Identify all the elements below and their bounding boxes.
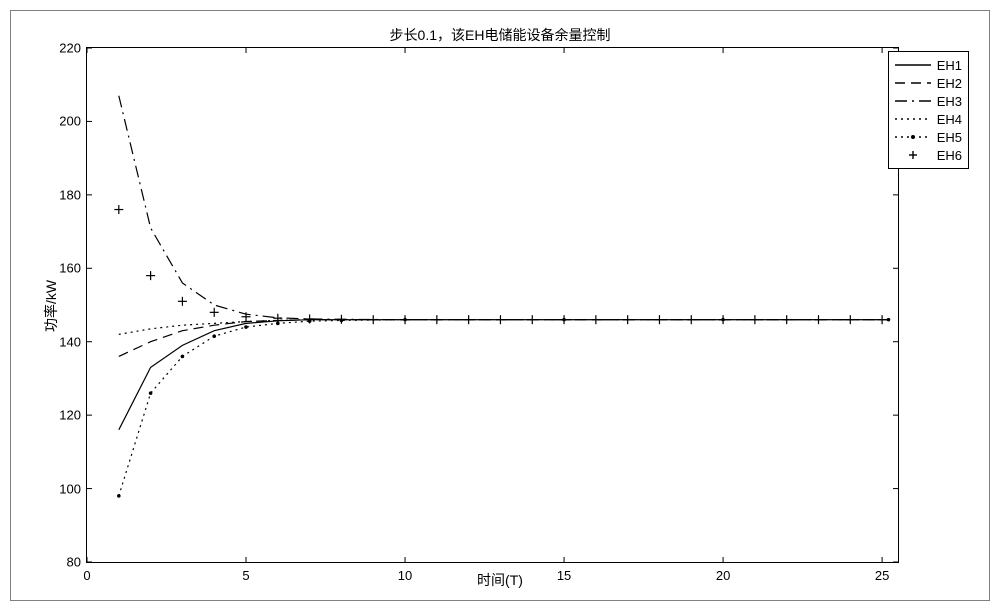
y-tick-label: 80 bbox=[67, 555, 87, 570]
legend-swatch-icon bbox=[895, 75, 931, 91]
y-tick-label: 200 bbox=[59, 114, 87, 129]
legend-label: EH5 bbox=[937, 130, 962, 145]
legend-swatch-icon bbox=[895, 93, 931, 109]
y-tick-label: 120 bbox=[59, 408, 87, 423]
y-axis-label: 功率/kW bbox=[41, 279, 61, 331]
legend-label: EH2 bbox=[937, 76, 962, 91]
legend-label: EH3 bbox=[937, 94, 962, 109]
y-tick-label: 220 bbox=[59, 41, 87, 56]
series-EH3 bbox=[119, 96, 889, 320]
series-EH5 bbox=[119, 320, 889, 496]
y-tick-label: 140 bbox=[59, 334, 87, 349]
legend-row-EH3: EH3 bbox=[895, 92, 962, 110]
x-tick-label: 10 bbox=[398, 562, 412, 583]
series-EH2 bbox=[119, 320, 889, 357]
y-tick-label: 160 bbox=[59, 261, 87, 276]
y-tick-label: 180 bbox=[59, 187, 87, 202]
legend-label: EH1 bbox=[937, 58, 962, 73]
legend-swatch-icon bbox=[895, 111, 931, 127]
legend-label: EH4 bbox=[937, 112, 962, 127]
figure-border: 步长0.1，该EH电储能设备余量控制 功率/kW 时间(T) 051015202… bbox=[10, 10, 990, 601]
legend-row-EH4: EH4 bbox=[895, 110, 962, 128]
legend-row-EH6: EH6 bbox=[895, 146, 962, 164]
legend-row-EH2: EH2 bbox=[895, 74, 962, 92]
x-tick-label: 20 bbox=[716, 562, 730, 583]
legend-label: EH6 bbox=[937, 148, 962, 163]
chart-title: 步长0.1，该EH电储能设备余量控制 bbox=[11, 25, 989, 45]
x-tick-label: 15 bbox=[557, 562, 571, 583]
series-EH4 bbox=[119, 320, 889, 335]
plot-area: 051015202580100120140160180200220 bbox=[86, 47, 899, 563]
legend-swatch-icon bbox=[895, 147, 931, 163]
y-tick-label: 100 bbox=[59, 481, 87, 496]
series-EH1 bbox=[119, 320, 889, 430]
plot-svg bbox=[87, 48, 898, 562]
x-axis-label: 时间(T) bbox=[11, 570, 989, 590]
legend-swatch-icon bbox=[895, 129, 931, 145]
legend: EH1 EH2 EH3 EH4 EH5 EH6 bbox=[888, 51, 969, 169]
legend-swatch-icon bbox=[895, 57, 931, 73]
x-tick-label: 25 bbox=[875, 562, 889, 583]
legend-row-EH1: EH1 bbox=[895, 56, 962, 74]
x-tick-label: 5 bbox=[242, 562, 249, 583]
legend-row-EH5: EH5 bbox=[895, 128, 962, 146]
